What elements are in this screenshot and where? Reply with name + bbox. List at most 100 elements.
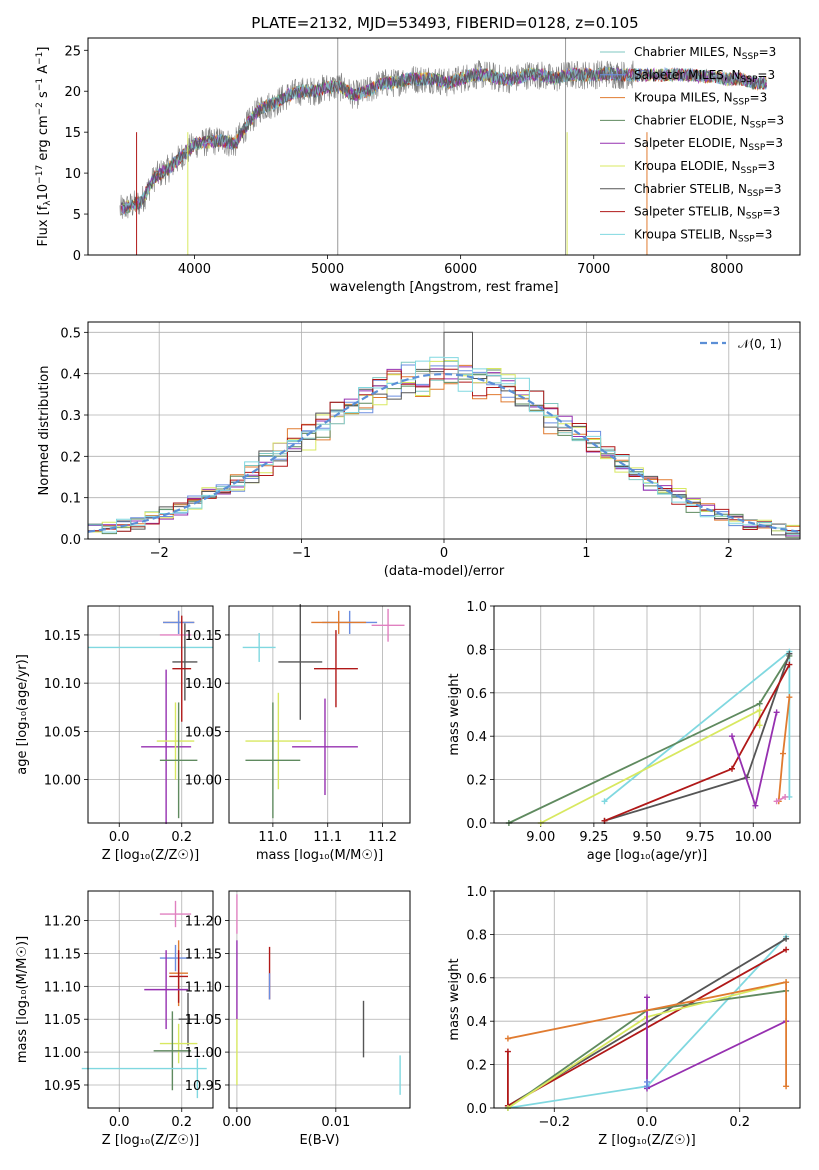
weight-marker [756, 722, 763, 729]
weight-marker [644, 994, 650, 1001]
x-axis-label: Z [log₁₀(Z/Z☉)] [598, 1133, 695, 1148]
y-axis-label: mass weight [447, 958, 462, 1040]
x-tick-label: 11.2 [368, 830, 397, 845]
y-tick-label: 0.4 [60, 368, 81, 383]
y-axis-label-part: Flux [f [36, 205, 51, 246]
y-tick-label: 20 [64, 85, 81, 100]
plot-frame [87, 321, 801, 540]
residual-histogram-7 [88, 368, 800, 532]
x-axis-label: age [log₁₀(age/yr)] [587, 848, 708, 863]
y-tick-label: 10.05 [185, 725, 222, 740]
x-tick-label: 1 [582, 546, 590, 561]
x-tick-label: 9.00 [526, 830, 555, 845]
y-axis-label: Normed distribution [37, 366, 52, 496]
y-tick-label: 0.4 [466, 1015, 487, 1030]
errorbar-point-5 [172, 615, 192, 722]
errorbar-point-1 [371, 608, 405, 642]
y-tick-label: 0.6 [466, 972, 487, 987]
plot-frame [493, 605, 801, 824]
weight-marker [786, 661, 793, 668]
y-tick-label: 10.15 [185, 629, 222, 644]
y-axis-label-part: ] [36, 47, 51, 52]
x-axis-label: (data-model)/error [384, 564, 505, 579]
y-tick-label: 11.00 [44, 1046, 81, 1061]
plot-frame [87, 890, 214, 1109]
errorbar-point-6 [141, 669, 192, 824]
y-tick-label: 0.2 [466, 1059, 487, 1074]
y-tick-label: 11.10 [185, 980, 222, 995]
weight-marker [504, 1048, 511, 1055]
y-tick-label: 0.8 [466, 643, 487, 658]
y-tick-label: 5 [73, 208, 81, 223]
x-tick-label: 0.01 [321, 1115, 350, 1130]
y-tick-label: 10.95 [44, 1079, 81, 1094]
legend-label-5: Kroupa ELODIE, NSSP=3 [634, 159, 775, 176]
x-tick-label: −0.2 [538, 1115, 570, 1130]
weight-line-3 [604, 653, 791, 822]
y-tick-label: 10 [64, 167, 81, 182]
weight-marker [773, 709, 780, 716]
weight-marker [504, 1035, 511, 1042]
errorbar-point-6 [292, 698, 358, 796]
errorbar-point-6 [159, 1023, 198, 1064]
weight-line-7 [776, 796, 786, 803]
weight-marker [601, 798, 608, 805]
x-tick-label: −2 [150, 546, 169, 561]
y-axis-label-part: −2 [35, 102, 45, 115]
y-tick-label: 25 [64, 44, 81, 59]
x-tick-label: 8000 [710, 262, 743, 277]
weight-marker [780, 750, 786, 757]
x-tick-label: 0.0 [109, 1115, 130, 1130]
x-tick-label: −1 [292, 546, 311, 561]
weight-marker [756, 700, 763, 707]
x-tick-label: 11.1 [313, 830, 342, 845]
errorbar-point-5 [314, 630, 358, 708]
y-axis-label-part: −1 [35, 52, 45, 65]
x-tick-label: 6000 [444, 262, 477, 277]
legend-label-6: Chabrier STELIB, NSSP=3 [634, 182, 782, 199]
legend-label-1: Salpeter MILES, NSSP=3 [634, 68, 775, 85]
legend-label-0: Chabrier MILES, NSSP=3 [634, 45, 776, 62]
plot-frame [228, 890, 411, 1109]
weight-marker [644, 1078, 650, 1085]
y-axis-label-part: −17 [35, 165, 45, 184]
y-axis-label: mass [log₁₀(M/M☉)] [15, 936, 30, 1063]
errorbar-point-5 [178, 992, 198, 1046]
x-tick-label: 0.2 [171, 1115, 192, 1130]
y-tick-label: 0.0 [466, 1102, 487, 1117]
weight-marker [782, 793, 789, 800]
plot-frame [87, 605, 214, 824]
x-axis-label: Z [log₁₀(Z/Z☉)] [102, 1133, 199, 1148]
weight-line-6 [777, 696, 791, 802]
weight-marker [773, 798, 780, 805]
x-tick-label: 0.0 [109, 830, 130, 845]
y-axis-label: Flux [fλ10−17 erg cm−2 s−1 A−1] [35, 47, 53, 247]
weight-marker [783, 979, 790, 986]
weight-marker [756, 707, 763, 714]
weight-marker [783, 935, 790, 942]
y-tick-label: 0.1 [60, 492, 81, 507]
weight-line-5 [731, 712, 778, 809]
y-tick-label: 11.15 [44, 947, 81, 962]
y-tick-label: 11.10 [44, 980, 81, 995]
y-tick-label: 11.20 [44, 915, 81, 930]
x-tick-label: 4000 [178, 262, 211, 277]
errorbar-point-3 [311, 610, 367, 634]
y-tick-label: 0 [73, 249, 81, 264]
errorbar-point-3 [169, 950, 188, 1003]
plot-frame [493, 890, 801, 1109]
gaussian-curve [87, 372, 801, 533]
y-tick-label: 15 [64, 126, 81, 141]
weight-marker [783, 1083, 790, 1090]
plot-frame [228, 605, 411, 824]
errorbar-point-4 [144, 950, 188, 1030]
y-tick-label: 10.15 [44, 629, 81, 644]
y-tick-label: 0.4 [466, 730, 487, 745]
legend-gaussian-label: 𝒩(0, 1) [738, 337, 782, 351]
plot-frame [87, 37, 801, 256]
x-tick-label: 9.50 [633, 830, 662, 845]
y-tick-label: 10.95 [185, 1079, 222, 1094]
y-tick-label: 0.8 [466, 928, 487, 943]
errorbar-point-0 [242, 633, 276, 662]
